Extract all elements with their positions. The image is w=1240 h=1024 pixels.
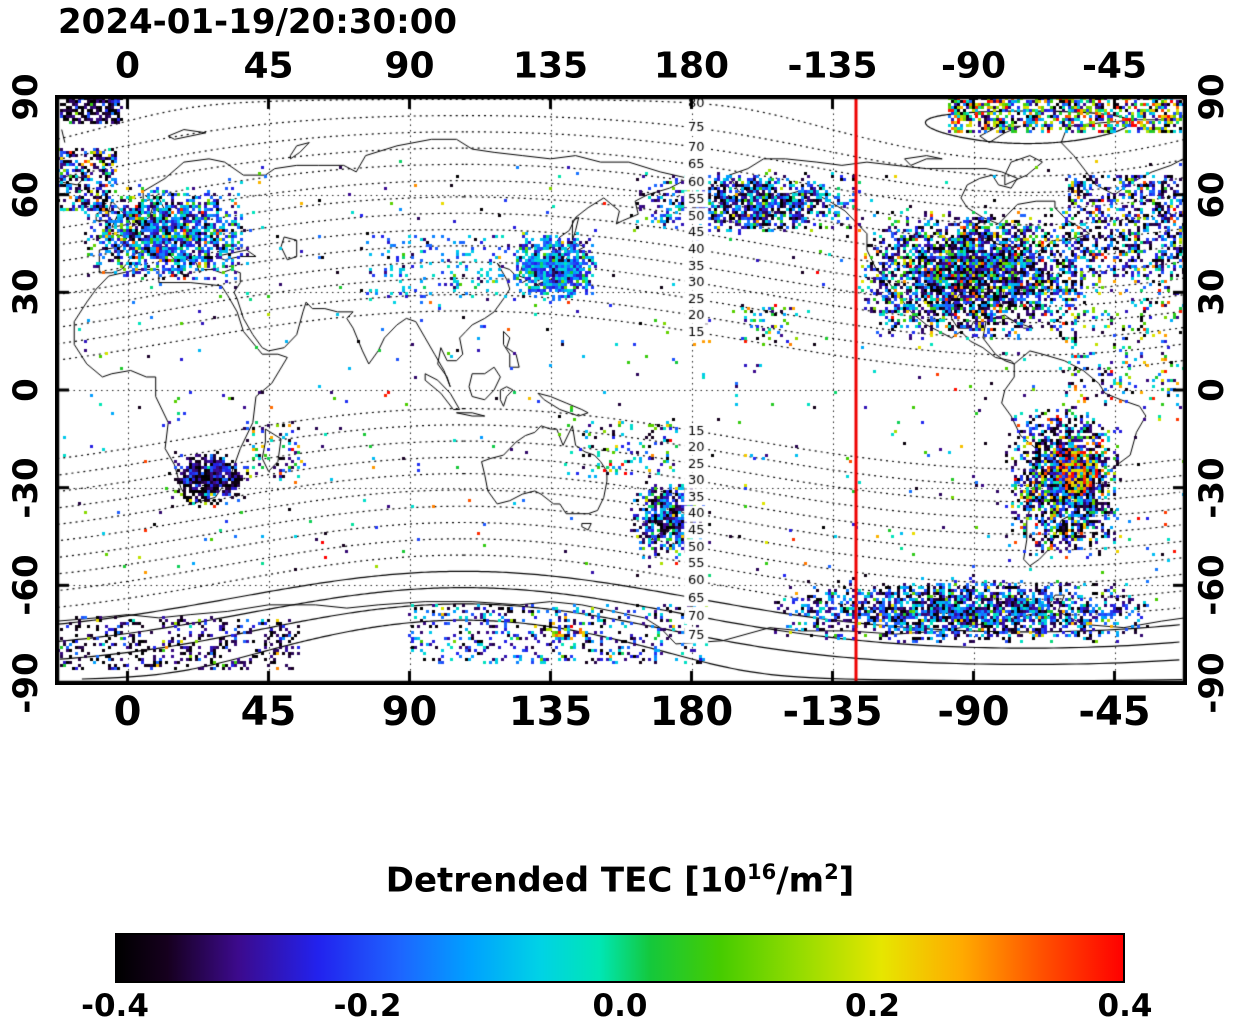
colorbar-tick-label: -0.4: [81, 988, 149, 1024]
lat-tick-label-left: -60: [6, 554, 46, 617]
lat-tick-label-right: 60: [1192, 170, 1232, 219]
timestamp-title: 2024-01-19/20:30:00: [58, 2, 458, 42]
lat-tick-label-right: 90: [1192, 73, 1232, 121]
lat-tick-label-right: -90: [1192, 652, 1232, 714]
lon-tick-label-bottom: 135: [508, 689, 593, 735]
colorbar-title-exponent2: 2: [824, 860, 839, 884]
colorbar-title-mid: /m: [776, 860, 825, 901]
lat-tick-label-right: -60: [1192, 554, 1232, 617]
lat-tick-label-left: 30: [6, 268, 46, 316]
lon-tick-label-top: -135: [787, 45, 878, 87]
lon-tick-label-bottom: 90: [381, 689, 438, 735]
lat-tick-label-left: 0: [6, 378, 46, 402]
lon-tick-label-bottom: 180: [649, 689, 734, 735]
lat-tick-label-right: 0: [1192, 378, 1232, 402]
lon-tick-label-bottom: 0: [113, 689, 142, 735]
colorbar-title-suffix: ]: [838, 860, 855, 901]
lon-tick-label-bottom: -45: [1078, 689, 1151, 735]
lat-tick-label-left: -90: [6, 652, 46, 714]
lon-tick-label-top: 135: [512, 45, 589, 87]
colorbar-tick-label: 0.2: [845, 988, 900, 1024]
lat-tick-label-right: 30: [1192, 268, 1232, 316]
lon-tick-label-top: 0: [114, 45, 141, 87]
colorbar-tick-label: 0.0: [592, 988, 648, 1024]
world-map-canvas: [57, 97, 1185, 683]
colorbar-title: Detrended TEC [1016/m2]: [0, 860, 1240, 900]
lon-tick-label-top: 45: [243, 45, 294, 87]
colorbar-title-exponent: 16: [746, 860, 777, 884]
lon-tick-label-top: -90: [940, 45, 1007, 87]
colorbar-tick-label: -0.2: [333, 988, 402, 1024]
lon-tick-label-bottom: -90: [937, 689, 1010, 735]
colorbar-title-prefix: Detrended TEC [10: [385, 860, 747, 901]
map-plot-frame: [55, 95, 1187, 685]
lon-tick-label-bottom: 45: [240, 689, 297, 735]
colorbar-tick-label: 0.4: [1097, 988, 1153, 1024]
lat-tick-label-left: 60: [6, 170, 46, 219]
lat-tick-label-left: 90: [6, 73, 46, 121]
lat-tick-label-left: -30: [6, 456, 46, 519]
lon-tick-label-top: 180: [653, 45, 730, 87]
lon-tick-label-bottom: -135: [782, 689, 883, 735]
colorbar: [115, 933, 1125, 983]
lon-tick-label-top: 90: [384, 45, 435, 87]
lon-tick-label-top: -45: [1081, 45, 1148, 87]
lat-tick-label-right: -30: [1192, 456, 1232, 519]
